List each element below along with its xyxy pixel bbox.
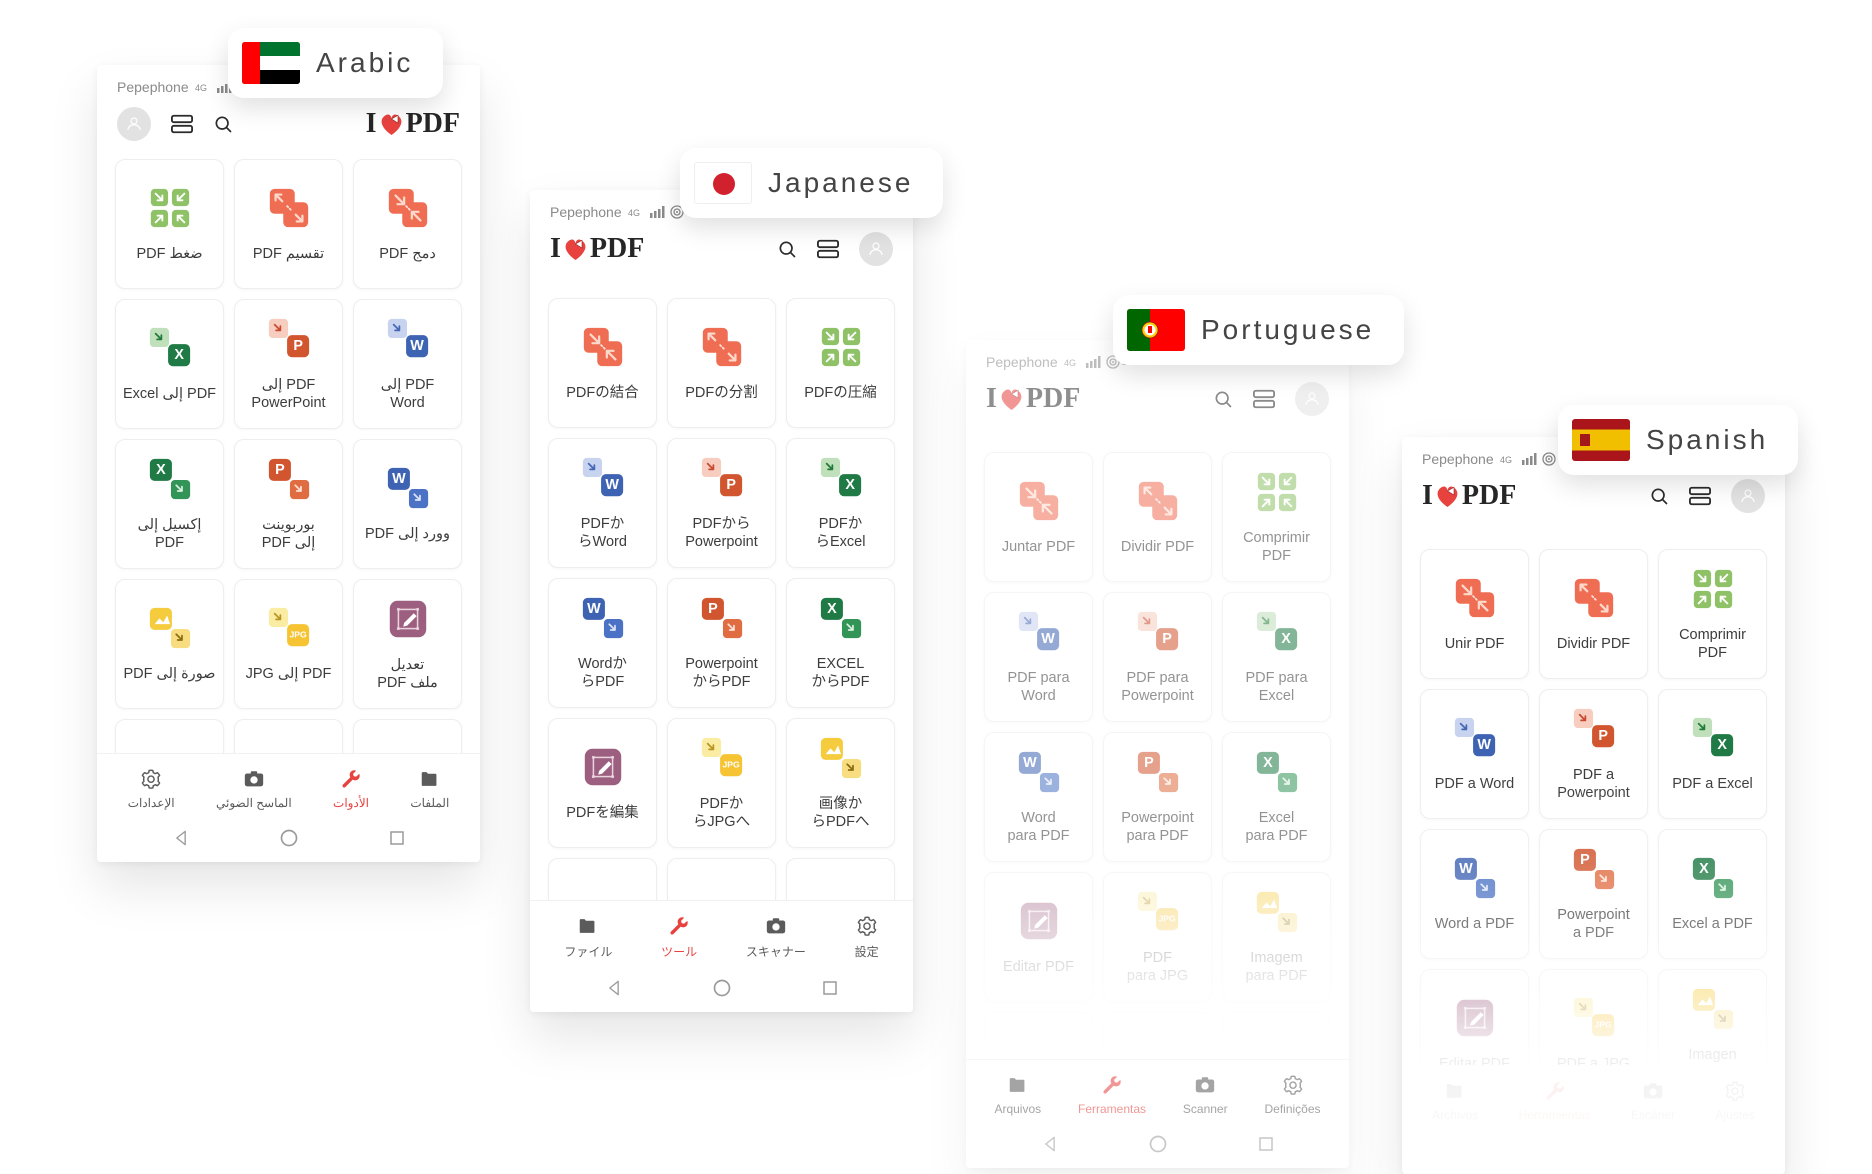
svg-text:4G: 4G [1500, 455, 1512, 465]
svg-text:4G: 4G [1064, 358, 1076, 368]
svg-text:4G: 4G [195, 83, 207, 93]
svg-text:4G: 4G [628, 208, 640, 218]
